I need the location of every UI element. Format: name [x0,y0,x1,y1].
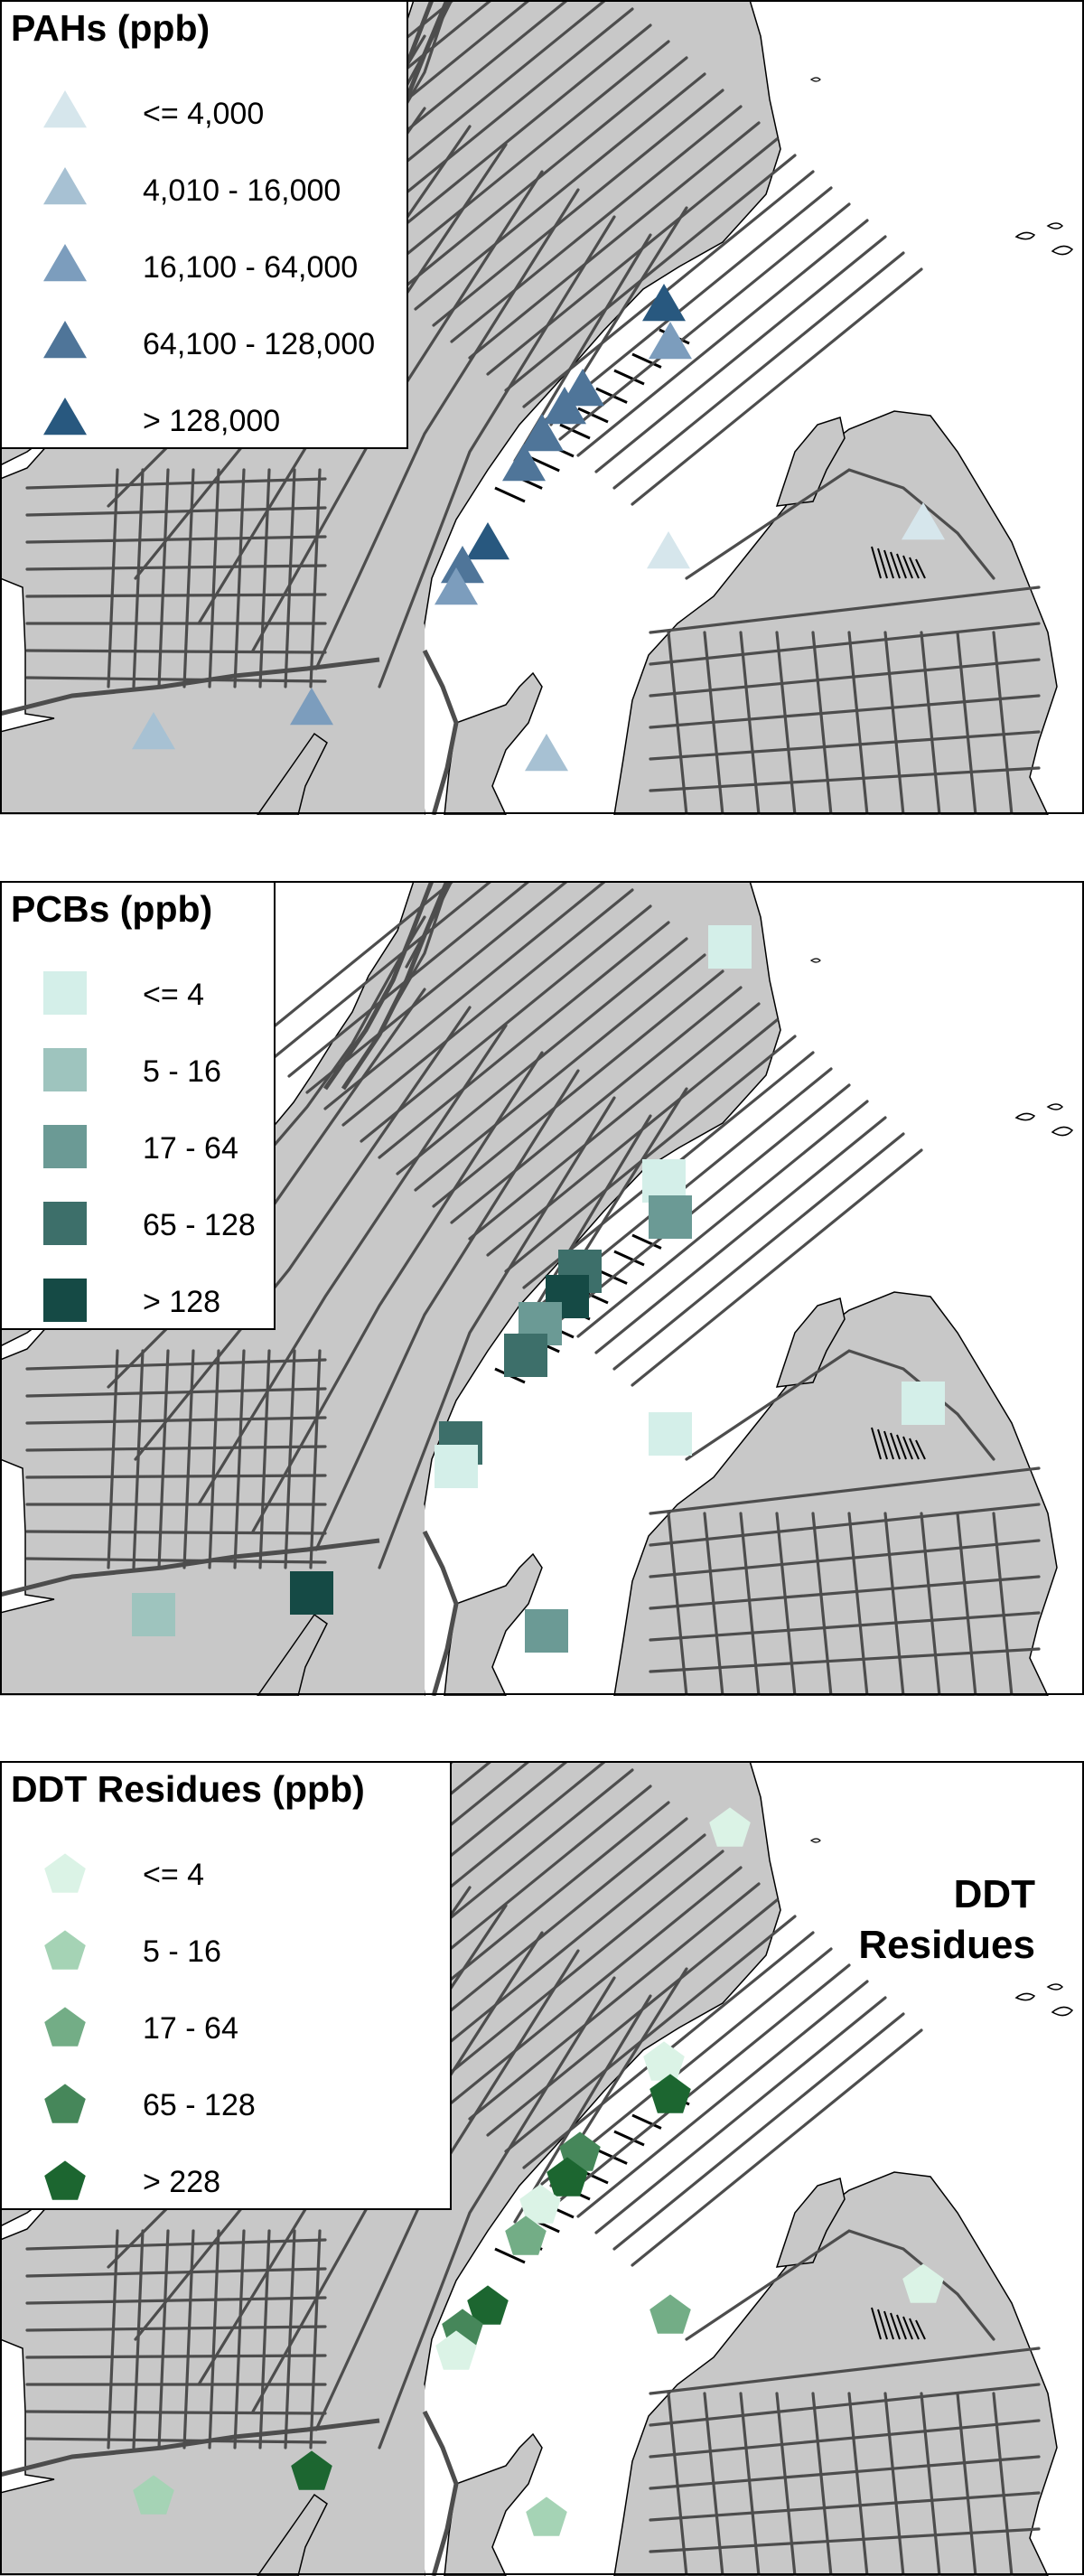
legend-swatch-icon [44,1853,86,1893]
pcbs-map-panel: PCBs (ppb) <= 4 5 - 16 17 - 64 65 - 128 > 12… [0,881,1084,1696]
legend-title: DDT Residues (ppb) [11,1768,365,1810]
legend-label: 17 - 64 [143,2011,238,2046]
legend-label: <= 4 [143,978,205,1012]
legend-swatch-icon [43,90,87,128]
sample-site-marker [902,1382,945,1425]
sample-site-marker [643,2041,685,2081]
pahs-map-panel: PAHs (ppb) <= 4,000 4,010 - 16,000 16,100 … [0,0,1084,815]
sample-site-marker [520,414,564,452]
legend-title: PCBs (ppb) [11,888,213,930]
sample-site-marker [561,369,604,407]
sample-site-marker [290,1571,333,1615]
legend-swatch-icon [43,244,87,282]
legend-swatch-icon [43,1202,87,1245]
legend-swatch-icon [43,1125,87,1168]
legend-swatch-icon [43,321,87,359]
legend-label: 4,010 - 16,000 [143,173,341,208]
sample-site-marker [435,567,478,605]
legend-label: <= 4,000 [143,97,265,131]
legend-swatch-icon [43,398,87,436]
pahs-legend: PAHs (ppb) <= 4,000 4,010 - 16,000 16,100 … [0,0,408,449]
legend-label: > 128 [143,1285,221,1319]
sample-site-marker [649,2294,691,2334]
sample-site-marker [505,2215,547,2255]
sample-site-marker [435,2330,477,2370]
legend-swatch-icon [44,1930,86,1970]
legend-swatch-icon [43,1048,87,1091]
legend-label: <= 4 [143,1858,205,1892]
sample-site-marker [502,444,546,482]
legend-swatch-icon [44,2160,86,2200]
pcbs-legend: PCBs (ppb) <= 4 5 - 16 17 - 64 65 - 128 > 12… [0,881,276,1330]
sample-site-marker [649,1195,692,1239]
sample-site-marker [649,2074,691,2113]
sample-site-marker [132,1593,175,1636]
ddt-map-panel: DDT Residues (ppb) <= 4 5 - 16 17 - 64 65 -… [0,1761,1084,2576]
legend-swatch-icon [43,971,87,1015]
sample-site-marker [543,387,586,425]
pcbs-map [0,881,1084,1696]
sample-site-marker [647,531,690,569]
legend-label: 16,100 - 64,000 [143,250,359,285]
sample-site-marker [708,925,752,969]
sample-site-marker [133,2475,174,2515]
sample-site-marker [525,734,568,772]
legend-label: 5 - 16 [143,1054,221,1089]
legend-label: > 128,000 [143,404,281,438]
sample-site-marker [441,546,484,584]
map-label: DDT Residues [858,1869,1035,1971]
legend-swatch-icon [43,1279,87,1322]
ddt-legend: DDT Residues (ppb) <= 4 5 - 16 17 - 64 65 -… [0,1761,452,2210]
legend-label: > 228 [143,2165,221,2199]
sample-site-marker [132,712,175,750]
sample-site-marker [649,1412,692,1456]
legend-label: 17 - 64 [143,1131,238,1166]
legend-swatch-icon [43,167,87,205]
sample-markers [132,925,945,1653]
sample-site-marker [902,502,945,540]
legend-label: 65 - 128 [143,1208,256,1242]
legend-label: 65 - 128 [143,2088,256,2122]
legend-swatch-icon [44,2007,86,2047]
sample-site-marker [649,322,692,360]
map-label-line-1: DDT [953,1872,1035,1916]
sample-site-marker [290,688,333,726]
sample-markers [132,284,945,772]
map-label-line-2: Residues [858,1923,1035,1967]
sample-site-marker [642,284,686,322]
sample-site-marker [291,2450,332,2490]
legend-label: 5 - 16 [143,1934,221,1969]
sample-site-marker [504,1334,547,1377]
sample-markers [133,1807,944,2536]
sample-site-marker [902,2263,944,2303]
sample-site-marker [642,1159,686,1203]
legend-swatch-icon [44,2084,86,2123]
sample-site-marker [519,2184,561,2224]
sample-site-marker [525,1609,568,1653]
sample-site-marker [435,1445,478,1488]
legend-title: PAHs (ppb) [11,7,210,49]
sample-site-marker [467,2285,509,2325]
legend-label: 64,100 - 128,000 [143,327,376,361]
sample-site-marker [547,2157,588,2197]
sample-site-marker [709,1807,751,1847]
sample-site-marker [526,2496,567,2536]
sample-site-marker [466,522,509,560]
